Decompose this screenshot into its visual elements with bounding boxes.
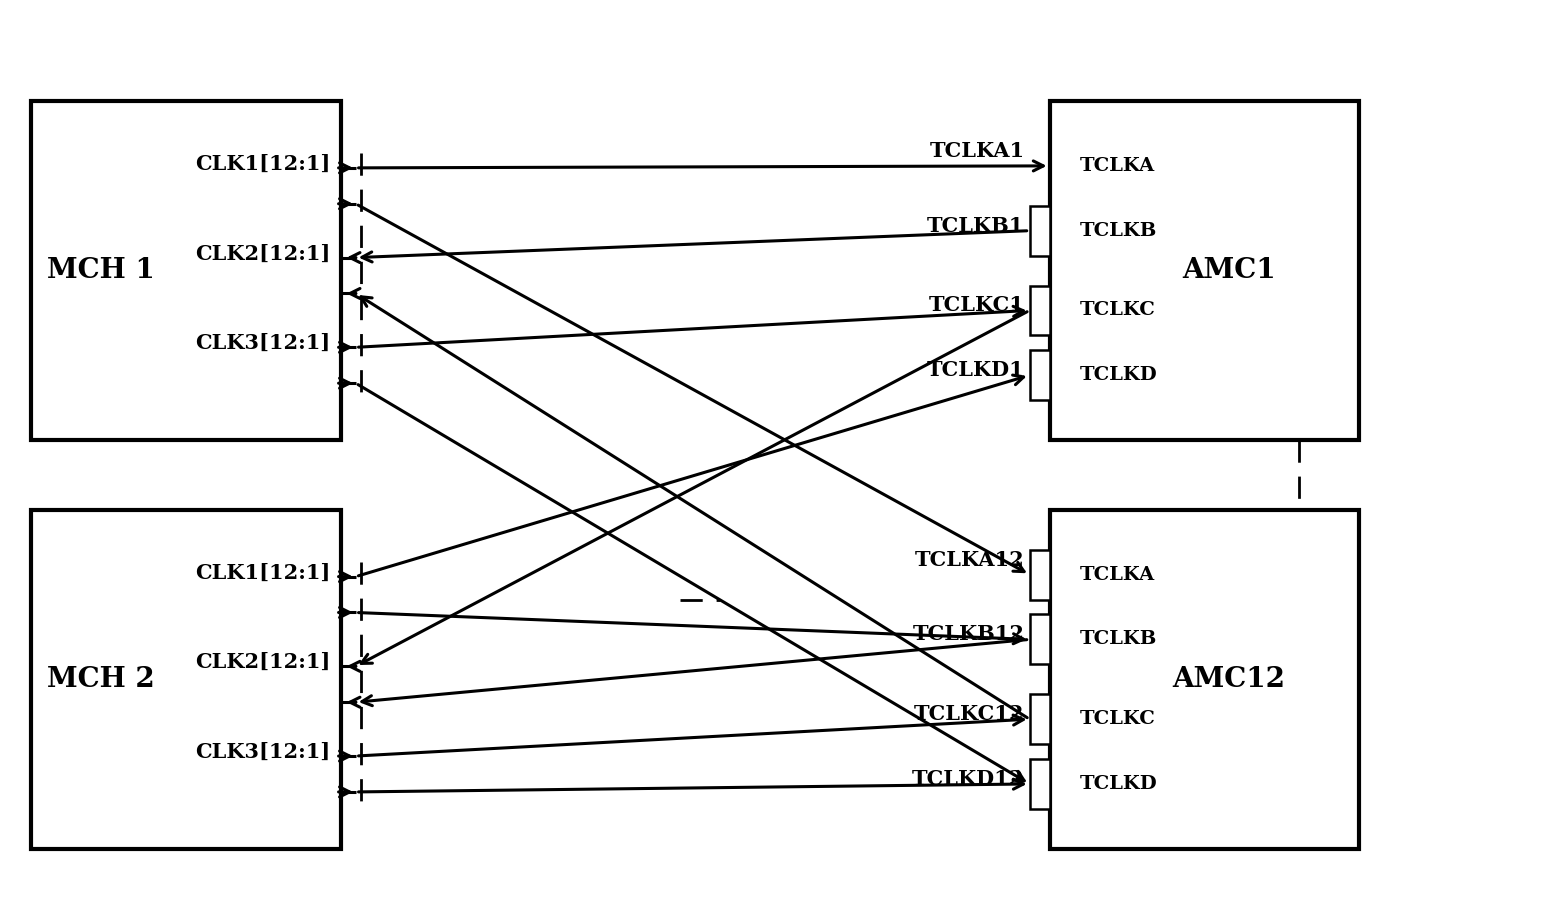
Text: TCLKD: TCLKD	[1079, 366, 1158, 384]
Text: CLK3[12:1]: CLK3[12:1]	[195, 742, 331, 762]
Bar	[31, 509, 340, 849]
Text: TCLKB: TCLKB	[1079, 631, 1156, 649]
Text: TCLKA: TCLKA	[1079, 157, 1155, 175]
Text: TCLKA: TCLKA	[1079, 566, 1155, 584]
Bar	[1030, 614, 1050, 665]
Text: TCLKA12: TCLKA12	[915, 550, 1025, 570]
Text: TCLKD: TCLKD	[1079, 775, 1158, 793]
Text: CLK3[12:1]: CLK3[12:1]	[195, 334, 331, 353]
Text: CLK1[12:1]: CLK1[12:1]	[195, 154, 331, 174]
Bar	[1030, 694, 1050, 745]
Text: CLK1[12:1]: CLK1[12:1]	[195, 562, 331, 582]
Bar	[1030, 285, 1050, 335]
Bar	[1030, 351, 1050, 400]
Bar	[1030, 205, 1050, 256]
Text: CLK2[12:1]: CLK2[12:1]	[195, 652, 331, 673]
Bar	[1030, 759, 1050, 809]
Bar	[31, 101, 340, 440]
Text: MCH 2: MCH 2	[48, 666, 155, 692]
Text: MCH 1: MCH 1	[48, 257, 155, 284]
Text: AMC12: AMC12	[1173, 666, 1286, 692]
Text: TCLKC: TCLKC	[1079, 301, 1155, 319]
Bar	[1050, 101, 1359, 440]
Text: AMC1: AMC1	[1183, 257, 1275, 284]
Bar	[1030, 550, 1050, 599]
Text: TCLKC1: TCLKC1	[929, 295, 1025, 316]
Text: TCLKC12: TCLKC12	[914, 704, 1025, 724]
Text: TCLKB: TCLKB	[1079, 222, 1156, 239]
Bar	[1050, 509, 1359, 849]
Text: TCLKB12: TCLKB12	[912, 624, 1025, 644]
Text: TCLKB1: TCLKB1	[928, 215, 1025, 236]
Text: TCLKC: TCLKC	[1079, 710, 1155, 728]
Text: TCLKD12: TCLKD12	[912, 769, 1025, 789]
Text: TCLKD1: TCLKD1	[926, 361, 1025, 380]
Text: TCLKA1: TCLKA1	[929, 141, 1025, 161]
Text: CLK2[12:1]: CLK2[12:1]	[195, 244, 331, 264]
